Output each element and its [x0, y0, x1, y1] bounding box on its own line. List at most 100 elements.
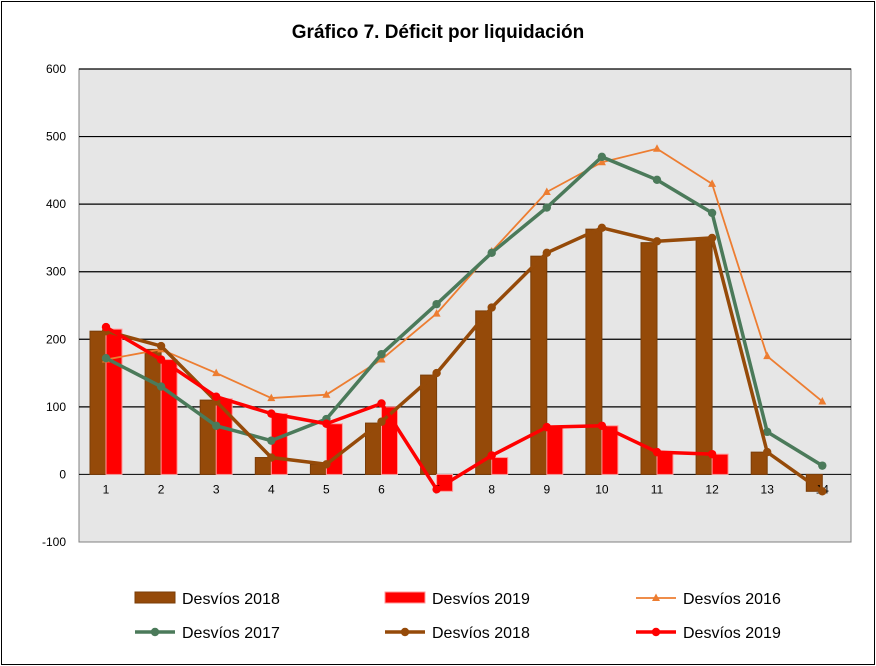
data-point — [487, 248, 496, 257]
x-tick-label: 11 — [651, 482, 664, 496]
y-tick-label: -100 — [42, 535, 66, 549]
x-tick-label: 2 — [158, 482, 165, 496]
data-point — [818, 461, 827, 470]
data-point — [487, 303, 496, 312]
legend-item: Desvíos 2019 — [636, 625, 781, 642]
x-tick-label: 9 — [543, 482, 550, 496]
bar-2019 — [711, 453, 729, 475]
bar-2019 — [160, 359, 178, 475]
data-point — [542, 422, 551, 432]
x-tick-label: 6 — [378, 482, 385, 496]
legend-marker — [652, 593, 660, 601]
data-point — [101, 354, 111, 363]
bar-2018 — [199, 399, 217, 475]
data-point — [322, 390, 331, 398]
data-point — [322, 460, 331, 469]
data-point — [652, 447, 662, 457]
data-point — [377, 417, 386, 426]
chart-title: Gráfico 7. Déficit por liquidación — [291, 22, 585, 43]
y-tick-label: 100 — [46, 400, 66, 414]
data-point — [597, 223, 607, 232]
x-tick-label: 13 — [761, 482, 775, 496]
line-series-0 — [102, 144, 827, 405]
data-point — [267, 393, 276, 402]
series-line — [105, 325, 713, 492]
data-point — [707, 208, 717, 218]
legend-marker — [150, 627, 160, 637]
legend-item: Desvíos 2016 — [636, 591, 781, 608]
legend-label: Desvíos 2018 — [182, 591, 280, 608]
x-tick-label: 4 — [268, 482, 275, 496]
bar-series — [89, 228, 823, 492]
data-point — [818, 487, 827, 496]
data-point — [763, 447, 772, 457]
data-point — [377, 355, 386, 363]
bar-2018 — [750, 451, 768, 475]
x-tick-label: 5 — [323, 482, 330, 496]
data-point — [707, 233, 717, 243]
line-series-3 — [101, 322, 717, 494]
data-point — [432, 368, 441, 378]
data-point — [156, 341, 166, 351]
data-point — [156, 355, 166, 364]
y-tick-label: 0 — [59, 467, 66, 481]
data-point — [101, 322, 111, 332]
legend-label: Desvíos 2018 — [432, 625, 530, 642]
data-point — [542, 203, 551, 212]
data-point — [267, 436, 276, 445]
bar-2019 — [491, 457, 509, 475]
bar-2018 — [530, 255, 548, 475]
data-point — [267, 453, 276, 462]
series-line — [105, 147, 823, 403]
bar-2019 — [105, 328, 123, 475]
legend-label: Desvíos 2016 — [683, 591, 781, 608]
y-tick-label: 600 — [46, 62, 66, 76]
y-axis-ticks: 600 500 400 300 200 100 0 -100 — [42, 62, 66, 549]
series-line — [105, 226, 824, 493]
bar-2018 — [144, 348, 162, 475]
data-point — [597, 421, 607, 430]
bar-2019 — [601, 425, 619, 475]
data-point — [542, 248, 551, 257]
x-tick-label: 10 — [595, 482, 609, 496]
data-point — [652, 175, 662, 185]
data-point — [653, 144, 661, 152]
data-point — [763, 427, 772, 437]
line-series-2 — [101, 223, 827, 496]
data-point — [212, 421, 221, 430]
legend-marker — [651, 627, 661, 637]
data-point — [322, 419, 331, 428]
bar-2018 — [585, 228, 603, 475]
x-tick-label: 3 — [213, 482, 220, 496]
y-tick-label: 400 — [46, 197, 66, 211]
legend-item: Desvíos 2017 — [135, 625, 280, 642]
data-point — [707, 449, 717, 459]
data-point — [377, 399, 386, 408]
y-tick-label: 200 — [46, 332, 66, 346]
data-point — [156, 382, 166, 391]
x-tick-label: 12 — [705, 482, 719, 496]
line-series-1 — [101, 152, 827, 470]
data-point — [432, 485, 441, 494]
legend-item: Desvíos 2018 — [134, 591, 280, 608]
x-tick-label: 8 — [488, 482, 495, 496]
line-series — [101, 144, 827, 496]
data-point — [212, 392, 221, 401]
legend-item: Desvíos 2018 — [385, 625, 530, 642]
data-point — [432, 299, 441, 309]
data-point — [487, 451, 496, 460]
data-point — [652, 237, 662, 246]
legend: Desvíos 2018 Desvíos 2019 Desvíos 2016 Desv… — [134, 591, 781, 642]
y-tick-label: 500 — [46, 130, 66, 144]
data-point — [597, 152, 607, 162]
legend-label: Desvíos 2017 — [182, 625, 280, 642]
bar-2019 — [546, 426, 564, 475]
bar-2018 — [89, 330, 107, 475]
data-point — [763, 351, 772, 360]
legend-marker — [400, 627, 410, 637]
series-line — [105, 155, 824, 468]
data-point — [432, 309, 441, 317]
y-tick-label: 300 — [46, 265, 66, 279]
legend-swatch — [134, 591, 176, 604]
